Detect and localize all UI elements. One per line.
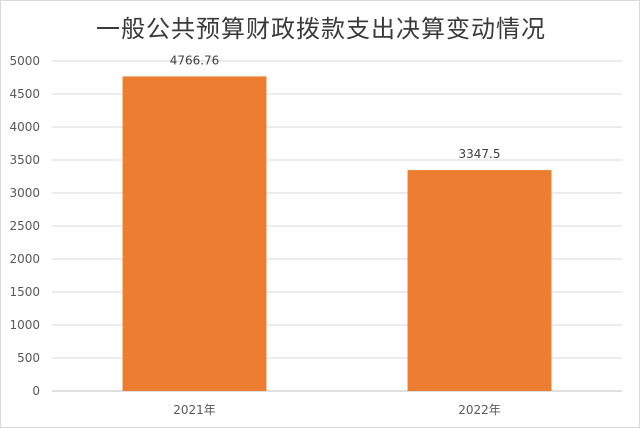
bar (122, 76, 267, 392)
y-tick-label: 0 (32, 384, 40, 398)
data-label: 4766.76 (170, 53, 220, 67)
y-tick-label: 2000 (9, 252, 40, 266)
y-tick-label: 1500 (9, 285, 40, 299)
data-label: 3347.5 (459, 147, 501, 161)
y-tick-label: 5000 (9, 54, 40, 68)
y-tick-label: 4500 (9, 87, 40, 101)
y-tick-label: 500 (17, 351, 40, 365)
bar (407, 170, 552, 391)
y-tick-label: 2500 (9, 219, 40, 233)
y-tick-label: 3000 (9, 186, 40, 200)
y-tick-label: 1000 (9, 318, 40, 332)
chart-title: 一般公共预算财政拨款支出决算变动情况 (96, 15, 546, 43)
x-tick-label: 2021年 (173, 403, 216, 417)
y-tick-label: 3500 (9, 153, 40, 167)
x-tick-label: 2022年 (458, 403, 501, 417)
y-tick-label: 4000 (9, 120, 40, 134)
